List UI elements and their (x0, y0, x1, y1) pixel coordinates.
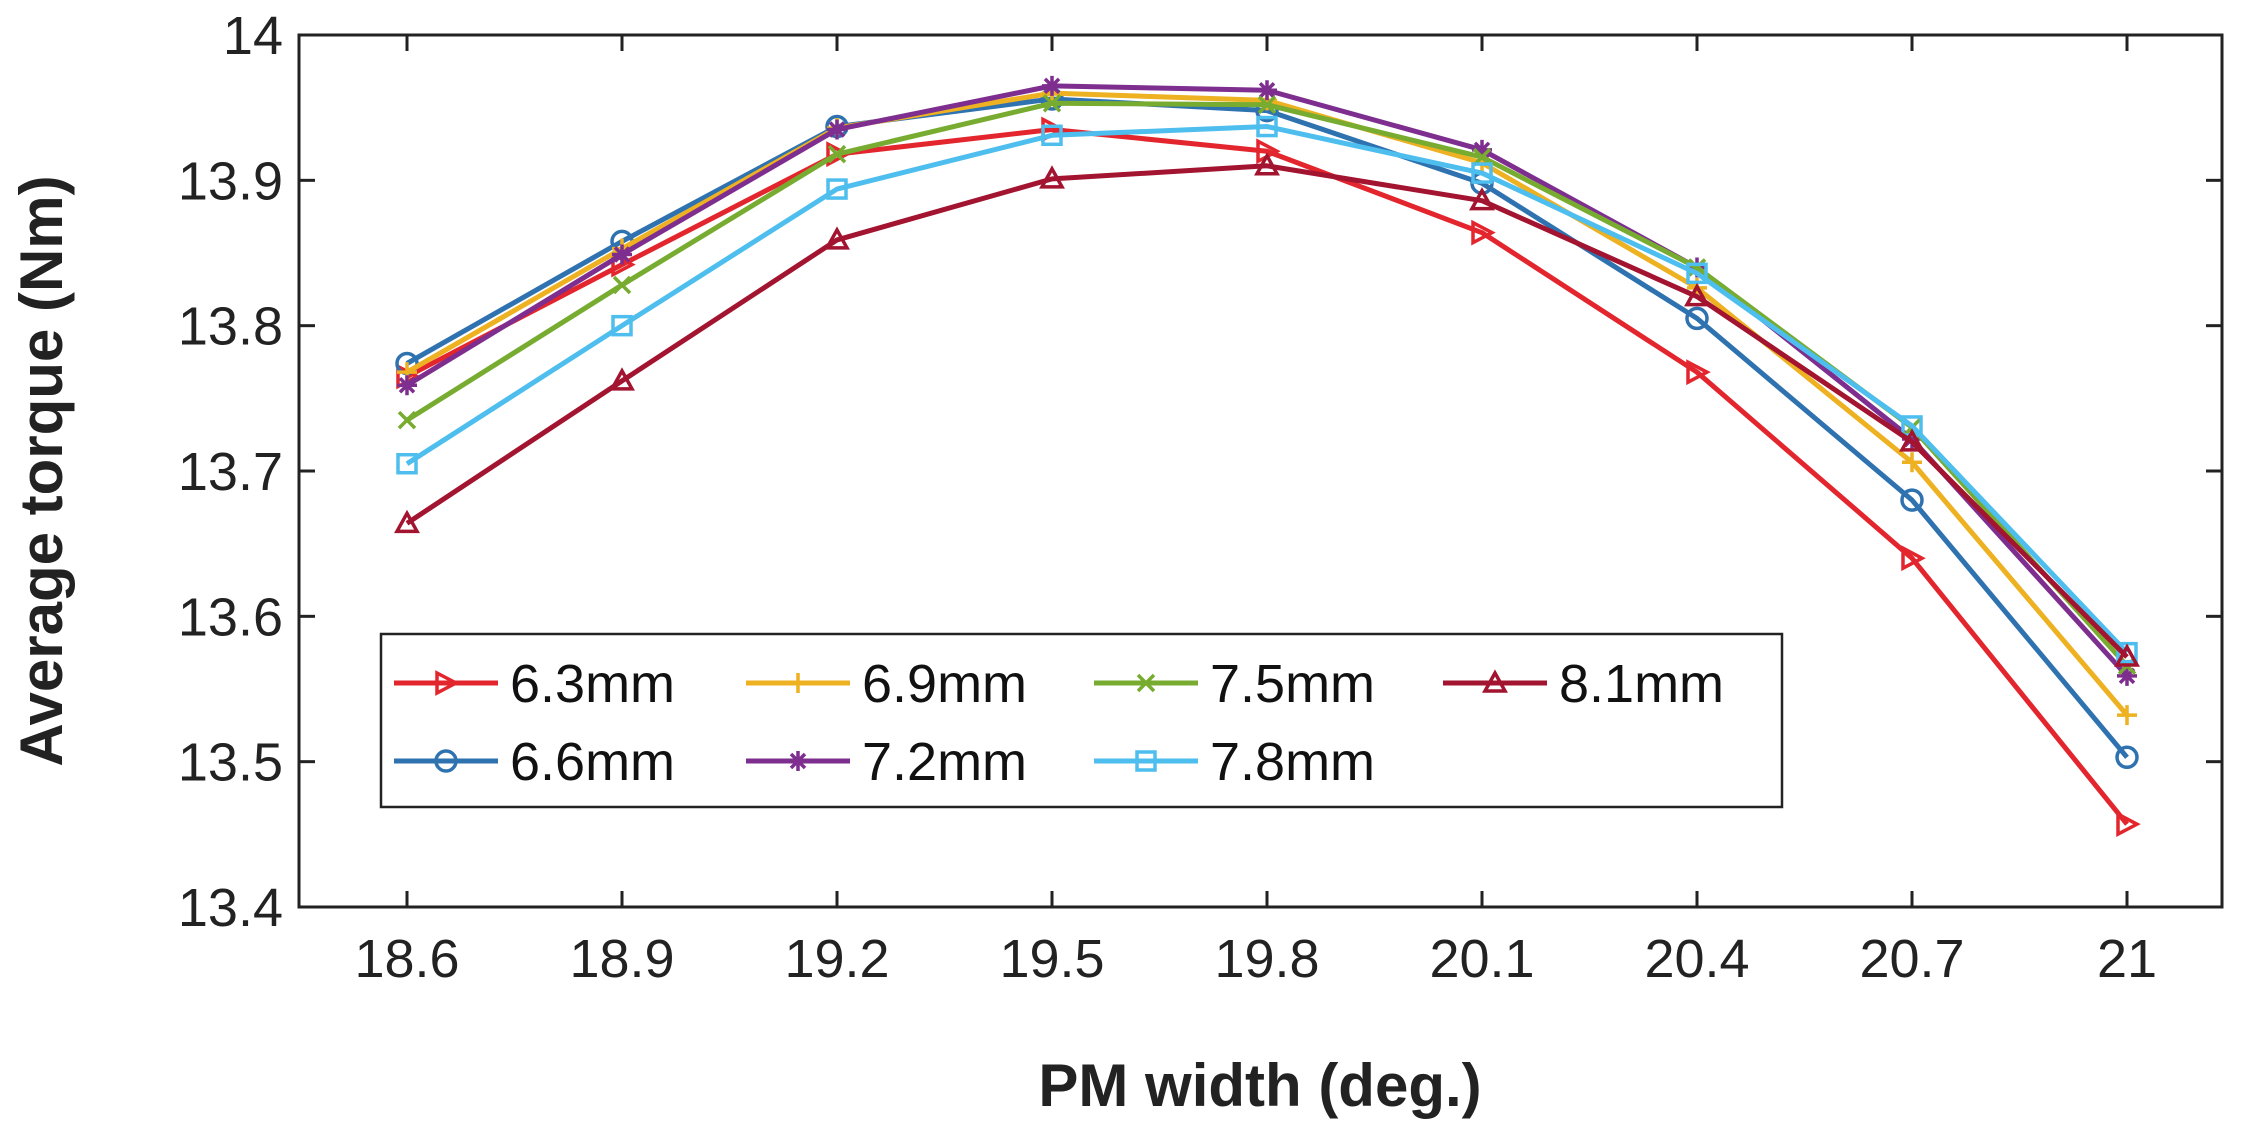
data-point-6-3mm-2 (826, 141, 851, 168)
data-point-8-1mm-8 (2114, 643, 2140, 667)
data-point-6-3mm-6 (1686, 359, 1711, 386)
legend-marker-6-6mm (434, 749, 458, 773)
series-line-6-3mm (405, 126, 2129, 826)
data-point-6-3mm-7 (1901, 545, 1926, 572)
legend-marker-8-1mm (1482, 669, 1508, 693)
series-line-7-8mm (405, 124, 2129, 655)
legend-marker-7-2mm (788, 751, 808, 771)
x-tick-label-0: 18.6 (354, 929, 459, 989)
data-point-7-5mm-1 (612, 275, 632, 295)
series-line-8-1mm (405, 163, 2129, 659)
data-point-7-8mm-1 (611, 314, 633, 337)
legend-item-6-9mm: 6.9mm (746, 654, 1027, 714)
y-axis-title: Average torque (Nm) (8, 175, 75, 766)
data-point-7-2mm-0 (397, 375, 417, 396)
legend-item-7-8mm: 7.8mm (1094, 732, 1375, 792)
legend-label-7-2mm: 7.2mm (862, 732, 1027, 792)
legend-item-8-1mm: 8.1mm (1443, 654, 1724, 714)
legend-box (379, 632, 1784, 809)
data-point-7-8mm-6 (1686, 262, 1708, 285)
legend-label-8-1mm: 8.1mm (1559, 654, 1724, 714)
y-tick-label-0: 13.4 (178, 878, 283, 938)
legend-label-6-6mm: 6.6mm (510, 732, 675, 792)
data-point-6-9mm-7 (1902, 452, 1922, 473)
data-point-7-2mm-3 (1042, 75, 1062, 96)
x-tick-label-5: 20.1 (1429, 929, 1534, 989)
data-point-8-1mm-6 (1684, 282, 1710, 307)
data-point-8-1mm-1 (609, 367, 635, 391)
legend-label-7-8mm: 7.8mm (1210, 732, 1375, 792)
legend: 6.3mm 6.9mm 7.5mm 8.1mm 6.6mm 7.2mm 7.8mm (379, 632, 1784, 809)
legend-label-6-3mm: 6.3mm (510, 654, 675, 714)
legend-marker-7-5mm (1136, 673, 1156, 693)
series-layer (394, 75, 2141, 838)
series-line-6-6mm (405, 96, 2129, 759)
data-point-6-9mm-8 (2117, 705, 2137, 726)
legend-marker-6-3mm (435, 670, 460, 696)
data-point-7-8mm-0 (396, 452, 418, 475)
data-point-8-1mm-4 (1254, 152, 1280, 176)
data-point-7-2mm-2 (827, 119, 847, 140)
x-tick-label-4: 19.8 (1214, 929, 1319, 989)
series-7-8mm (396, 115, 2138, 664)
data-point-7-8mm-3 (1041, 124, 1063, 147)
legend-marker-6-9mm (788, 673, 808, 693)
legend-item-6-3mm: 6.3mm (394, 654, 675, 714)
data-point-7-8mm-2 (826, 178, 848, 200)
x-tick-label-3: 19.5 (999, 929, 1104, 989)
data-point-7-5mm-3 (1042, 94, 1062, 113)
data-point-7-8mm-4 (1256, 115, 1278, 138)
data-point-8-1mm-0 (394, 509, 420, 534)
data-point-6-6mm-8 (2115, 745, 2139, 770)
data-point-8-1mm-3 (1039, 165, 1065, 189)
legend-item-7-2mm: 7.2mm (746, 732, 1027, 792)
y-tick-label-4: 13.8 (178, 297, 283, 357)
data-point-8-1mm-5 (1469, 187, 1495, 211)
data-point-8-1mm-7 (1899, 428, 1925, 452)
x-axis-title: PM width (deg.) (1038, 1052, 1481, 1119)
y-tick-label-2: 13.6 (178, 587, 283, 647)
y-tick-label-6: 14 (223, 6, 283, 66)
legend-label-6-9mm: 6.9mm (862, 654, 1027, 714)
ticks-layer: 18.6 18.9 19.2 19.5 19.8 20.1 20.4 20.7 21 13.4 13… (178, 6, 2222, 989)
series-8-1mm (394, 152, 2140, 667)
data-point-6-6mm-6 (1685, 306, 1709, 331)
x-tick-label-6: 20.4 (1644, 929, 1749, 989)
legend-marker-7-8mm (1135, 750, 1157, 772)
data-point-6-3mm-8 (2116, 811, 2141, 838)
y-tick-label-1: 13.5 (178, 733, 283, 793)
x-tick-label-1: 18.9 (569, 929, 674, 989)
legend-item-7-5mm: 7.5mm (1094, 654, 1375, 714)
data-point-7-2mm-5 (1472, 139, 1492, 160)
data-point-8-1mm-2 (824, 226, 850, 250)
x-tick-label-8: 21 (2097, 929, 2157, 989)
data-point-7-2mm-4 (1257, 80, 1277, 101)
legend-label-7-5mm: 7.5mm (1210, 654, 1375, 714)
data-point-7-5mm-4 (1257, 95, 1277, 114)
data-point-6-6mm-7 (1900, 488, 1924, 512)
legend-item-6-6mm: 6.6mm (394, 732, 675, 792)
y-tick-label-3: 13.7 (178, 442, 283, 502)
x-tick-label-2: 19.2 (784, 929, 889, 989)
data-point-7-5mm-0 (397, 410, 417, 430)
data-point-6-3mm-5 (1471, 219, 1496, 246)
y-tick-label-5: 13.9 (178, 151, 283, 211)
x-tick-label-7: 20.7 (1859, 929, 1964, 989)
data-point-7-8mm-5 (1471, 162, 1493, 184)
data-point-7-5mm-2 (827, 144, 847, 164)
data-point-7-2mm-8 (2117, 665, 2137, 686)
data-point-7-2mm-1 (612, 244, 632, 265)
